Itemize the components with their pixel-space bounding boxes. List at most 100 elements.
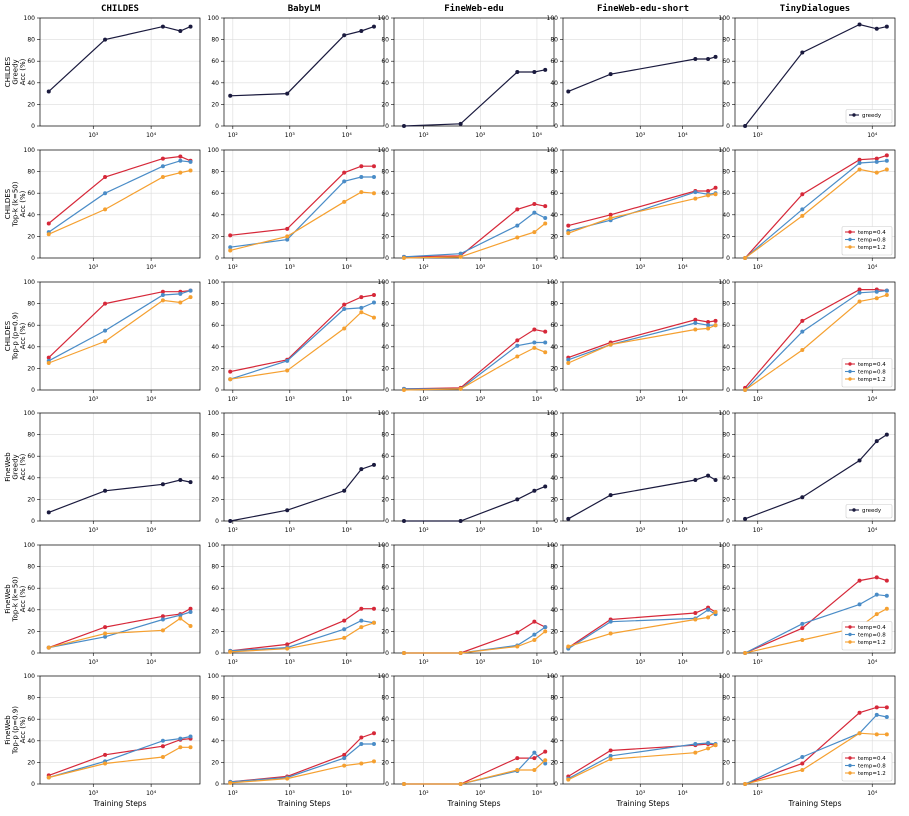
data-point — [800, 755, 805, 759]
x-tick-label: 10³ — [475, 132, 486, 139]
series-line — [403, 222, 546, 259]
y-tick-label: 40 — [27, 475, 35, 482]
y-tick-label: 20 — [27, 759, 35, 766]
y-tick-label: 60 — [381, 716, 389, 723]
column-title: TinyDialogues — [780, 3, 850, 14]
y-tick-label: 60 — [550, 453, 558, 460]
data-point — [857, 287, 862, 292]
data-point — [743, 124, 748, 128]
plot-frame — [223, 281, 385, 391]
legend-marker — [848, 245, 852, 249]
chart-panel: 0 20 40 60 80 100 10² 10³ 10⁴ — [208, 673, 385, 797]
x-tick-label: 10² — [419, 132, 430, 139]
data-point — [188, 159, 193, 164]
data-point — [884, 432, 889, 437]
row-label-line: Acc (%) — [19, 716, 27, 743]
data-point — [342, 33, 347, 38]
x-tick-label: 10² — [228, 132, 239, 139]
plot-frame — [393, 149, 555, 259]
data-point — [160, 289, 165, 294]
chart-panel: 0 20 40 60 80 100 10² 10³ 10⁴ — [378, 673, 555, 797]
x-tick-label: 10⁴ — [342, 264, 353, 271]
data-point — [693, 196, 698, 201]
y-tick-label: 100 — [24, 673, 36, 680]
y-tick-label: 20 — [550, 759, 558, 766]
data-point — [532, 756, 537, 761]
data-point — [103, 634, 108, 639]
column-title: FineWeb-edu-short — [597, 3, 689, 14]
data-point — [285, 508, 290, 513]
y-tick-label: 40 — [381, 738, 389, 745]
data-point — [285, 91, 290, 96]
data-point — [46, 361, 51, 365]
data-point — [342, 179, 347, 184]
y-tick-label: 80 — [211, 564, 219, 571]
data-point — [371, 759, 376, 764]
data-point — [178, 477, 183, 482]
x-tick-label: 10⁴ — [678, 790, 689, 797]
y-tick-label: 0 — [726, 123, 730, 130]
y-tick-label: 20 — [550, 101, 558, 108]
y-tick-label: 0 — [554, 123, 558, 130]
data-point — [515, 235, 520, 240]
data-point — [371, 300, 376, 305]
chart-panel: 0 20 40 60 80 100 10² 10³ 10⁴ — [208, 15, 385, 139]
data-point — [371, 731, 376, 736]
data-point — [743, 388, 748, 392]
data-point — [188, 288, 193, 293]
x-tick-label: 10² — [753, 659, 764, 666]
data-point — [800, 621, 805, 626]
data-point — [359, 28, 364, 33]
plot-frame — [562, 544, 724, 654]
data-point — [884, 578, 889, 583]
y-tick-label: 100 — [208, 147, 220, 154]
x-tick-label: 10² — [419, 659, 430, 666]
x-tick-label: 10⁴ — [146, 527, 157, 534]
chart-panel: 0 20 40 60 80 100 10² 10³ 10⁴ — [378, 410, 555, 534]
x-tick-label: 10² — [419, 790, 430, 797]
y-tick-label: 60 — [27, 322, 35, 329]
legend-label: temp=0.8 — [858, 238, 886, 244]
y-tick-label: 100 — [24, 147, 36, 154]
x-tick-label: 10² — [753, 264, 764, 271]
y-tick-label: 20 — [27, 496, 35, 503]
y-tick-label: 60 — [381, 58, 389, 65]
y-tick-label: 0 — [385, 255, 389, 262]
column-title: CHILDES — [101, 4, 139, 14]
row-label-line: FineWeb — [4, 584, 12, 614]
row-label-line: FineWeb — [4, 715, 12, 745]
data-point — [160, 482, 165, 487]
data-point — [103, 328, 108, 333]
y-tick-label: 20 — [211, 233, 219, 240]
chart-panel: 0 20 40 60 80 100 10² 10⁴ temp=0.4 temp=0.8temp=1… — [719, 279, 896, 403]
data-point — [359, 295, 364, 300]
legend-marker — [852, 508, 856, 512]
data-point — [359, 175, 364, 179]
data-point — [515, 767, 520, 772]
x-tick-label: 10⁴ — [146, 264, 157, 271]
y-tick-label: 60 — [722, 322, 730, 329]
series-line — [404, 621, 546, 654]
data-point — [713, 477, 718, 482]
data-point — [359, 625, 364, 630]
data-point — [857, 290, 862, 295]
data-point — [713, 318, 718, 323]
x-tick-label: 10³ — [475, 264, 486, 271]
data-point — [228, 245, 233, 250]
y-tick-label: 40 — [211, 80, 219, 87]
data-point — [608, 753, 613, 758]
x-tick-label: 10⁴ — [867, 396, 878, 403]
plot-frame — [393, 412, 555, 522]
data-point — [706, 193, 711, 198]
x-tick-label: 10⁴ — [146, 132, 157, 139]
x-tick-label: 10² — [228, 396, 239, 403]
y-tick-label: 80 — [211, 432, 219, 439]
y-tick-label: 0 — [215, 518, 219, 525]
row-label-line: Acc (%) — [19, 322, 27, 349]
data-point — [178, 291, 183, 296]
y-tick-label: 40 — [722, 344, 730, 351]
data-point — [743, 516, 748, 521]
x-tick-label: 10² — [228, 659, 239, 666]
y-tick-label: 80 — [550, 37, 558, 44]
